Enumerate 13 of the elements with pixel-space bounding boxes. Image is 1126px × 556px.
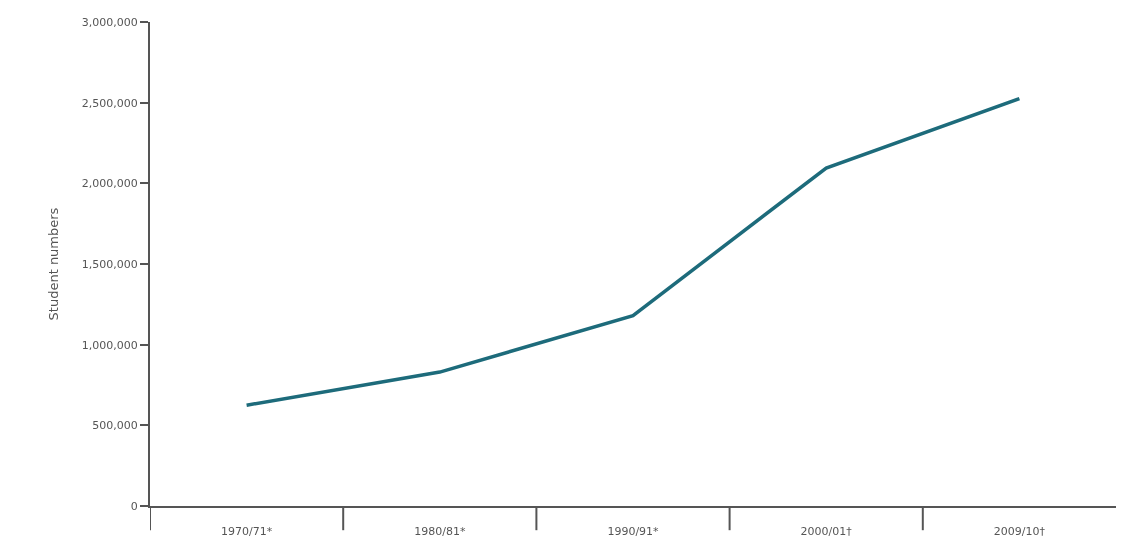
y-tick-label: 0	[130, 499, 138, 513]
y-tick-label: 2,000,000	[81, 177, 138, 191]
x-tick-label: 2000/01†	[800, 525, 853, 539]
y-tick-label: 3,000,000	[81, 15, 138, 29]
y-tick-label: 1,000,000	[81, 338, 138, 352]
x-tick-label: 1980/81*	[414, 525, 466, 539]
y-tick-label: 2,500,000	[81, 96, 138, 110]
y-tick-label: 1,500,000	[81, 257, 138, 271]
y-axis-title: Student numbers	[46, 207, 62, 321]
x-tick-label: 1990/91*	[607, 525, 660, 539]
x-tick-label: 2009/10†	[993, 525, 1046, 539]
y-tick-label: 500,000	[92, 419, 138, 433]
x-tick-label: 1970/71*	[221, 525, 273, 539]
